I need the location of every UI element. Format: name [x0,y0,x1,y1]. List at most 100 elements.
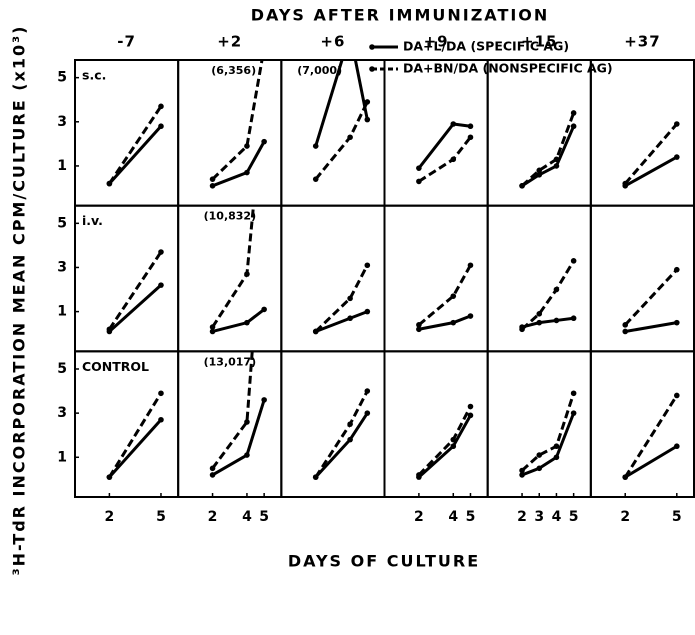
data-point [261,306,267,313]
series-line [521,316,574,329]
data-point [467,403,474,410]
plot-area [209,92,267,335]
data-point [416,165,422,171]
data-point [570,410,577,416]
data-point [158,416,164,423]
panel-frame [589,350,695,499]
column-label: -7 [117,33,136,51]
series-line [211,399,266,477]
data-point [570,315,577,322]
x-tick-label: 2 [414,509,424,525]
data-point [536,319,543,326]
panel-frame [177,350,283,499]
series-line [211,351,254,470]
data-point [674,266,680,273]
data-point [450,436,457,443]
series-line [314,60,369,147]
data-point [450,319,457,326]
data-point [312,474,319,480]
data-point [261,92,267,98]
data-point [553,317,560,324]
y-tick-label: 5 [57,70,67,86]
x-tick-label: 2 [105,509,115,525]
series-line [417,405,472,476]
data-point [364,410,371,416]
data-point [467,412,474,419]
data-point [450,293,457,299]
series-line [315,310,368,333]
data-point [244,419,250,425]
series-line [108,418,163,479]
data-point [347,436,353,443]
x-tick-label: 5 [466,509,476,525]
data-point [158,390,164,397]
y-tick-label: 1 [57,304,67,320]
series-line [521,112,576,187]
data-point [364,262,371,269]
x-tick-label: 5 [259,509,269,525]
series-line [624,321,678,333]
legend-label: DA+L/DA (SPECIFIC AG) [403,39,569,54]
panel-frame [486,59,592,207]
data-point [553,454,560,461]
data-point [244,319,250,326]
data-point [674,443,680,450]
series-line [418,314,472,331]
data-point [467,123,474,130]
y-tick-label: 3 [57,259,67,275]
plot-area [106,249,164,335]
data-point [312,176,319,182]
y-tick-label: 3 [57,114,67,130]
data-point [347,421,353,427]
data-point [553,443,560,450]
data-point [244,169,250,176]
panel-frame [383,350,489,499]
data-point [106,474,113,480]
data-point [364,116,371,123]
column-label: +15 [521,33,557,51]
data-point [536,311,543,317]
data-point [158,123,164,130]
series-line [314,101,369,181]
data-point [553,156,560,163]
data-point [347,295,353,302]
x-tick-label: 5 [156,509,166,525]
data-point [553,163,560,169]
x-tick-label: 2 [208,509,218,525]
series-line [417,264,472,326]
data-point [622,474,629,480]
legend-dot [369,66,375,72]
value-label: (10,832) [204,210,257,223]
series-line [314,264,369,333]
panel-frame [383,204,489,353]
column-label: +6 [320,33,345,51]
x-tick-label: 4 [552,509,562,525]
plot-area [106,103,164,187]
y-tick-label: 1 [57,449,67,465]
series-line [108,105,163,185]
x-axis-label: DAYS OF CULTURE [288,552,480,571]
data-point [347,315,353,322]
plot-area [416,121,474,185]
x-tick-label: 2 [517,509,527,525]
data-point [519,183,525,189]
panel-frame [280,350,386,499]
data-point [450,443,457,450]
data-point [261,138,267,145]
column-label: +9 [424,33,449,51]
data-point [570,258,577,264]
plot-area [622,266,680,335]
series-line [624,268,678,326]
y-tick-label: 5 [57,215,67,231]
y-tick-label: 5 [57,361,67,377]
x-tick-label: 5 [672,509,682,525]
data-point [467,313,474,319]
panel-frame [280,204,386,353]
data-point [674,154,680,160]
series-line [521,412,576,477]
data-point [209,183,216,189]
data-point [261,189,267,195]
y-tick-label: 1 [57,158,67,174]
data-point [364,308,371,315]
data-point [364,388,371,394]
